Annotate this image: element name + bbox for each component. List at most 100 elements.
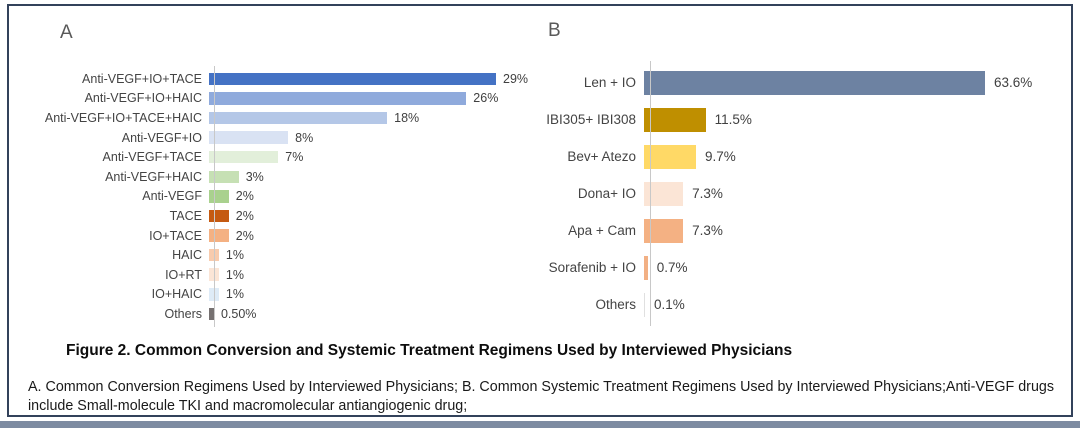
value-label: 29% bbox=[503, 71, 529, 86]
value-label: 1% bbox=[225, 287, 244, 302]
bar bbox=[209, 150, 279, 164]
bar-row: IO+TACE 2% bbox=[24, 226, 524, 246]
chart-systemic-regimens: Len + IO 63.6% IBI305+ IBI308 11.5% Bev+ Ate… bbox=[540, 61, 1060, 326]
category-label: Anti-VEGF+HAIC bbox=[105, 169, 202, 184]
bar bbox=[209, 307, 214, 321]
bar-zone: 2% bbox=[208, 229, 524, 243]
chart-b-axis-line bbox=[650, 61, 651, 326]
value-label: 7% bbox=[285, 150, 304, 165]
value-label: 1% bbox=[225, 267, 244, 282]
bar-zone: 9.7% bbox=[643, 144, 1060, 169]
bar bbox=[644, 107, 706, 132]
category-label: Others bbox=[164, 306, 202, 321]
value-label: 11.5% bbox=[714, 112, 752, 127]
category-label: Sorafenib + IO bbox=[548, 260, 636, 275]
bar-zone: 63.6% bbox=[643, 70, 1060, 95]
value-label: 3% bbox=[245, 169, 264, 184]
bar-row: Anti-VEGF+TACE 7% bbox=[24, 147, 524, 167]
bar bbox=[209, 248, 219, 262]
bar-row: Others 0.50% bbox=[24, 304, 524, 324]
category-label: Anti-VEGF+IO+TACE+HAIC bbox=[44, 110, 202, 125]
bar bbox=[209, 170, 239, 184]
value-label: 7.3% bbox=[692, 186, 723, 201]
bar bbox=[644, 292, 645, 317]
category-label: Bev+ Atezo bbox=[567, 149, 636, 164]
bar-zone: 18% bbox=[208, 111, 524, 125]
bar-zone: 0.1% bbox=[643, 292, 1060, 317]
value-label: 26% bbox=[473, 91, 499, 106]
value-label: 63.6% bbox=[994, 75, 1033, 90]
bar-row: IO+HAIC 1% bbox=[24, 285, 524, 305]
value-label: 2% bbox=[235, 228, 254, 243]
bar-zone: 1% bbox=[208, 268, 524, 282]
category-label: IO+RT bbox=[165, 267, 202, 282]
value-label: 7.3% bbox=[692, 223, 723, 238]
bar-row: Anti-VEGF 2% bbox=[24, 187, 524, 207]
bar-zone: 1% bbox=[208, 287, 524, 301]
bar-row: Dona+ IO 7.3% bbox=[540, 175, 1060, 212]
bar-zone: 11.5% bbox=[643, 107, 1060, 132]
bar-row: Anti-VEGF+IO+HAIC 26% bbox=[24, 89, 524, 109]
bar-zone: 2% bbox=[208, 209, 524, 223]
bar bbox=[644, 70, 985, 95]
bar-zone: 0.50% bbox=[208, 307, 524, 321]
bar-row: Anti-VEGF+IO 8% bbox=[24, 128, 524, 148]
bar bbox=[209, 92, 467, 105]
value-label: 0.50% bbox=[220, 306, 257, 321]
value-label: 2% bbox=[235, 208, 254, 223]
category-label: Len + IO bbox=[583, 75, 636, 90]
bar-zone: 0.7% bbox=[643, 255, 1060, 280]
value-label: 0.7% bbox=[656, 260, 688, 275]
bar-row: Anti-VEGF+HAIC 3% bbox=[24, 167, 524, 187]
category-label: IBI305+ IBI308 bbox=[546, 112, 636, 127]
category-label: Anti-VEGF+IO bbox=[121, 130, 202, 145]
category-label: Anti-VEGF bbox=[142, 189, 202, 204]
bar bbox=[644, 144, 696, 169]
bar-zone: 1% bbox=[208, 248, 524, 262]
category-label: TACE bbox=[169, 208, 202, 223]
panel-a-label: A bbox=[60, 22, 73, 43]
bar-row: IO+RT 1% bbox=[24, 265, 524, 285]
category-label: IO+TACE bbox=[149, 228, 202, 243]
bar-row: TACE 2% bbox=[24, 206, 524, 226]
bar-zone: 7.3% bbox=[643, 181, 1060, 206]
category-label: Others bbox=[595, 297, 636, 312]
bar bbox=[209, 111, 388, 125]
bar-row: HAIC 1% bbox=[24, 245, 524, 265]
value-label: 8% bbox=[295, 130, 314, 145]
bar-row: Sorafenib + IO 0.7% bbox=[540, 249, 1060, 286]
chart-conversion-regimens: Anti-VEGF+IO+TACE 29% Anti-VEGF+IO+HAIC 26%… bbox=[24, 66, 528, 327]
bar bbox=[209, 190, 229, 203]
bar-row: IBI305+ IBI308 11.5% bbox=[540, 101, 1060, 138]
bar-row: Anti-VEGF+IO+TACE+HAIC 18% bbox=[24, 108, 524, 128]
category-label: Anti-VEGF+TACE bbox=[102, 150, 202, 165]
bar-row: Others 0.1% bbox=[540, 286, 1060, 323]
value-label: 0.1% bbox=[654, 297, 685, 312]
chart-a-axis-line bbox=[214, 66, 215, 327]
category-label: IO+HAIC bbox=[151, 287, 202, 302]
value-label: 1% bbox=[225, 248, 244, 263]
bar-zone: 7% bbox=[208, 150, 524, 164]
bar-zone: 29% bbox=[208, 72, 528, 86]
bar-row: Len + IO 63.6% bbox=[540, 64, 1060, 101]
value-label: 18% bbox=[394, 110, 420, 125]
bar bbox=[209, 268, 219, 281]
category-label: Anti-VEGF+IO+TACE bbox=[82, 71, 202, 86]
category-label: Apa + Cam bbox=[568, 223, 636, 238]
bar bbox=[209, 131, 289, 144]
category-label: Anti-VEGF+IO+HAIC bbox=[84, 91, 202, 106]
bar bbox=[644, 255, 648, 280]
category-label: HAIC bbox=[172, 248, 202, 263]
bar-row: Apa + Cam 7.3% bbox=[540, 212, 1060, 249]
bar-zone: 26% bbox=[208, 91, 524, 105]
bar-row: Bev+ Atezo 9.7% bbox=[540, 138, 1060, 175]
bar-row: Anti-VEGF+IO+TACE 29% bbox=[24, 69, 528, 89]
value-label: 9.7% bbox=[705, 149, 736, 164]
figure-title: Figure 2. Common Conversion and Systemic… bbox=[66, 342, 793, 359]
bar-zone: 8% bbox=[208, 131, 524, 145]
bar-zone: 3% bbox=[208, 170, 524, 184]
panel-b-label: B bbox=[548, 20, 561, 41]
bar-zone: 7.3% bbox=[643, 218, 1060, 243]
bar bbox=[209, 209, 229, 223]
page-bottom-strip bbox=[0, 421, 1080, 428]
